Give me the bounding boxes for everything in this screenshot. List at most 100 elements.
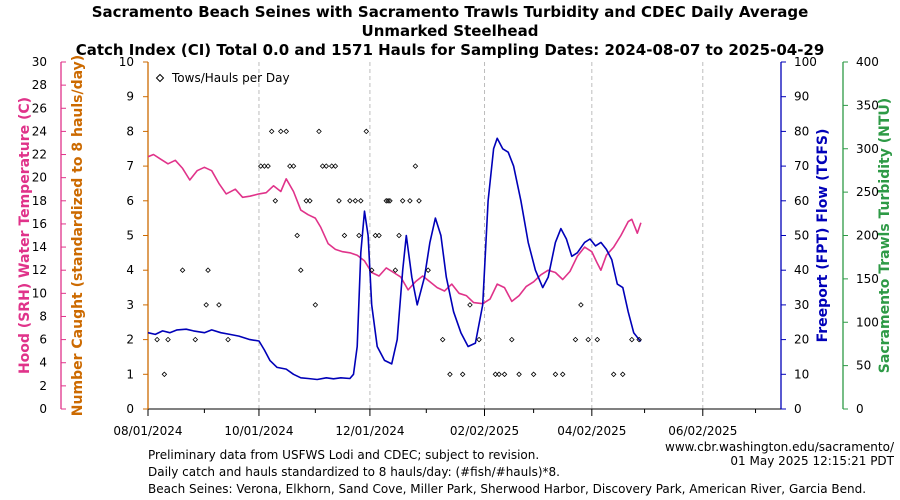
temperature-tick-label: 18 [32,194,47,208]
flow-tick-label: 50 [794,229,809,243]
temperature-tick-label: 4 [39,356,47,370]
hauls-point [501,371,508,378]
hauls-point [372,232,379,239]
flow-tick-label: 10 [794,367,809,381]
hauls-point [392,267,399,273]
hauls-point [509,336,515,343]
chart-title-line-1: Sacramento Beach Seines with Sacramento … [91,3,809,21]
flow-line [147,137,642,381]
catch-tick-label: 8 [126,124,134,138]
hauls-point [496,371,502,378]
flow-tick-label: 40 [794,263,809,277]
flow-tick-label: 100 [794,55,817,69]
hauls-point [610,371,617,378]
hauls-point [352,198,359,204]
hauls-point [258,163,264,169]
catch-tick-label: 2 [126,333,134,347]
temperature-tick-label: 28 [32,78,47,92]
hauls-point [336,198,342,204]
flow-tick-label: 90 [794,90,809,104]
hauls-point [572,336,579,343]
hauls-point [467,302,473,308]
hauls-point [278,128,284,135]
turbidity-tick-label: 300 [856,142,879,156]
temperature-tick-label: 14 [32,240,47,254]
hauls-point [307,198,313,204]
hauls-point [407,198,413,204]
hauls-point [636,336,642,343]
x-tick-label: 10/01/2024 [224,424,293,438]
hauls-point [516,371,522,378]
legend-label: Tows/Hauls per Day [171,71,290,85]
turbidity-tick-label: 100 [856,315,879,329]
hauls-point [323,163,330,169]
hauls-point [225,336,231,343]
hauls-point [203,302,209,308]
turbidity-tick-label: 400 [856,55,879,69]
hauls-point [629,336,635,343]
hauls-point [459,371,466,378]
hauls-point [492,371,499,378]
hauls-point [383,198,390,204]
catch-tick-label: 4 [126,263,134,277]
temperature-line [147,153,642,305]
x-tick-label: 08/01/2024 [113,424,182,438]
flow-tick-label: 70 [794,159,809,173]
flow-tick-label: 60 [794,194,809,208]
hauls-point [530,371,537,378]
hauls-point [356,232,362,239]
turbidity-axis-title: Sacramento Trawls Turbidity (NTU) [877,98,893,373]
hauls-point [552,371,559,378]
hauls-point [412,163,419,169]
hauls-point [439,336,446,343]
hauls-point [376,232,382,239]
hauls-point [216,302,222,308]
hauls-point [387,198,393,204]
temperature-tick-label: 8 [39,309,47,323]
hauls-point [416,198,422,204]
temperature-tick-label: 26 [32,101,47,115]
hauls-point [619,371,626,378]
credit-timestamp: 01 May 2025 12:15:21 PDT [730,454,894,468]
hauls-point [447,371,453,378]
hauls-point [165,336,171,343]
flow-tick-label: 30 [794,298,809,312]
catch-axis-title: Number Caught (standardized to 8 hauls/d… [70,55,86,416]
turbidity-tick-label: 350 [856,98,879,112]
hauls-point [287,163,293,169]
hauls-point [578,302,584,308]
credit-url-link[interactable]: www.cbr.washington.edu/sacramento/ [665,440,894,454]
x-tick-label: 06/02/2025 [668,424,737,438]
turbidity-tick-label: 0 [856,402,864,416]
hauls-point [154,336,160,343]
catch-tick-label: 9 [126,90,134,104]
hauls-point [368,267,375,273]
temperature-tick-label: 2 [39,379,47,393]
hauls-point [425,267,431,273]
catch-tick-label: 10 [119,55,134,69]
catch-tick-label: 5 [126,229,134,243]
hauls-point [316,128,322,135]
hauls-point [399,198,406,204]
turbidity-tick-label: 250 [856,185,879,199]
temperature-tick-label: 22 [32,148,47,162]
hauls-point [283,128,290,135]
temperature-tick-label: 10 [32,286,47,300]
footer-preliminary-note: Preliminary data from USFWS Lodi and CDE… [148,448,540,462]
hauls-point [385,198,391,204]
hauls-point [341,232,348,239]
hauls-point [363,128,370,135]
hauls-point [585,336,591,343]
hauls-point [298,267,304,273]
x-tick-label: 04/02/2025 [557,424,626,438]
hauls-point [332,163,339,169]
x-tick-label: 12/01/2024 [335,424,404,438]
temperature-tick-label: 20 [32,171,47,185]
hauls-point [192,336,199,343]
temperature-tick-label: 24 [32,124,47,138]
hauls-point [161,371,168,378]
turbidity-tick-label: 50 [856,359,871,373]
flow-tick-label: 80 [794,124,809,138]
chart-title-line-3: Catch Index (CI) Total 0.0 and 1571 Haul… [75,41,825,59]
flow-tick-label: 0 [794,402,802,416]
